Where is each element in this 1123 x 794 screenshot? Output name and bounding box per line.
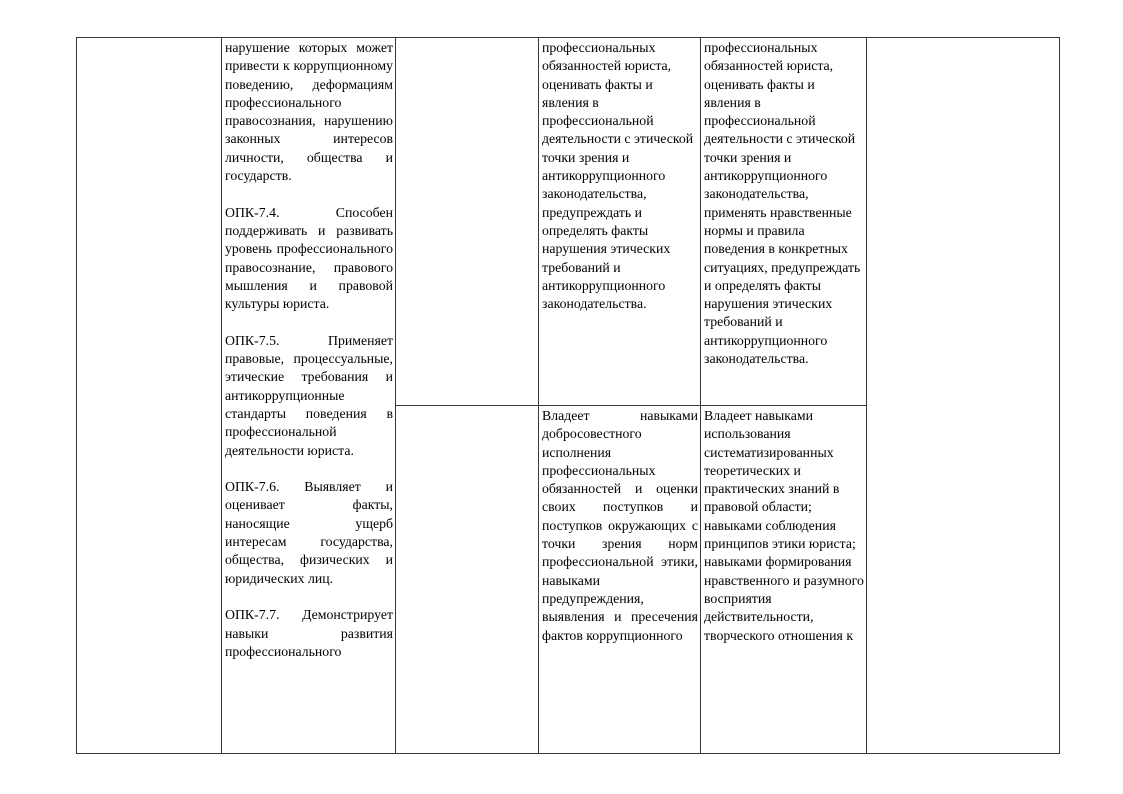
cell-empty-middle-row1 — [395, 37, 539, 406]
cell-abilities-advanced: профессиональных обязанностей юриста, оц… — [700, 37, 867, 406]
cell-competency-indicators: нарушение которых может привести к корру… — [221, 37, 396, 754]
cell-mastery-basic: Владеет навыками добросовестного исполне… — [538, 405, 701, 754]
cell-mastery-advanced: Владеет навыками использования системати… — [700, 405, 867, 754]
abilities-basic-text: профессиональных обязанностей юриста, оц… — [542, 40, 694, 312]
competency-indicators-text: нарушение которых может привести к корру… — [225, 40, 393, 659]
cell-abilities-basic: профессиональных обязанностей юриста, оц… — [538, 37, 701, 406]
cell-empty-middle-row2 — [395, 405, 539, 754]
table-row-1: нарушение которых может привести к корру… — [76, 37, 1060, 754]
table-row-2: Владеет навыками добросовестного исполне… — [77, 405, 1060, 754]
cell-empty-right — [866, 37, 1060, 754]
mastery-advanced-text: Владеет навыками использования системати… — [704, 408, 864, 643]
cell-empty-left — [76, 37, 222, 754]
competency-table: нарушение которых может привести к корру… — [76, 37, 1060, 754]
abilities-advanced-text: профессиональных обязанностей юриста, оц… — [704, 40, 861, 367]
mastery-basic-text: Владеет навыками добросовестного исполне… — [542, 408, 698, 643]
